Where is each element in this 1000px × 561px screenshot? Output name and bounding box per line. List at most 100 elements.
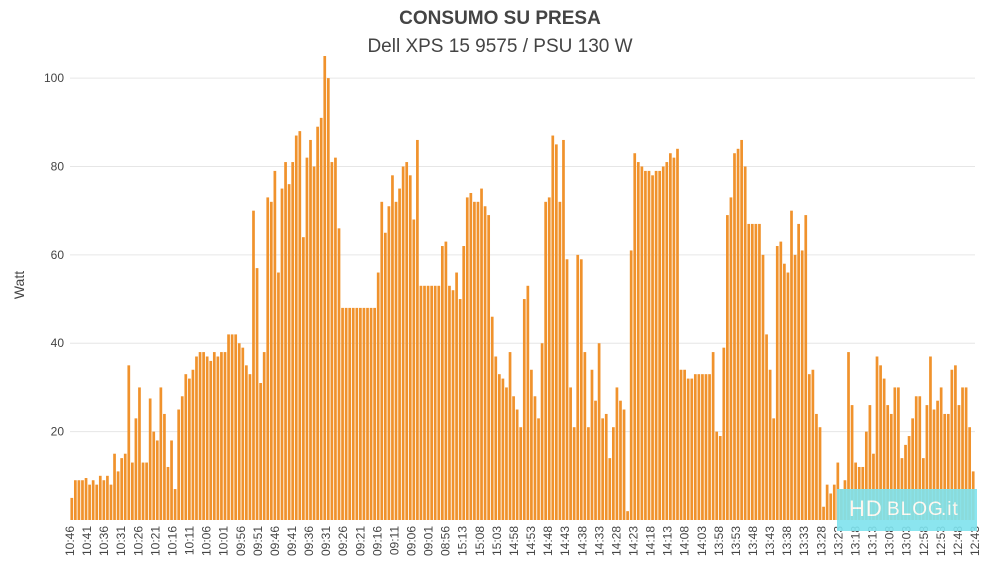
bar [223, 352, 227, 520]
x-tick-label: 09:16 [370, 526, 384, 556]
bar [562, 139, 565, 520]
bar [337, 228, 341, 520]
x-tick-label: 10:41 [80, 526, 94, 556]
bar [604, 413, 608, 520]
bar [676, 148, 679, 521]
bar [829, 493, 833, 520]
bar [84, 478, 88, 520]
x-tick-label: 08:56 [439, 526, 453, 556]
bar [508, 352, 512, 520]
bar [693, 374, 697, 520]
bar [914, 396, 918, 520]
gridlines [70, 77, 975, 433]
bar [590, 369, 594, 520]
bar [451, 290, 455, 520]
bar [234, 334, 238, 520]
bar [170, 440, 173, 520]
x-tick-label: 13:13 [866, 526, 880, 556]
bar [212, 352, 216, 520]
bar [351, 307, 355, 520]
bar [651, 175, 654, 520]
bar [765, 334, 768, 520]
x-tick-label: 10:46 [63, 526, 77, 556]
bar [750, 223, 754, 521]
bar [145, 462, 148, 520]
bar [519, 427, 523, 520]
bar [391, 175, 394, 520]
bar [469, 192, 473, 521]
bar [369, 307, 373, 520]
x-tick-label: 13:53 [729, 526, 743, 556]
bar [804, 215, 808, 520]
x-tick-label: 10:21 [148, 526, 162, 556]
bar [330, 162, 334, 520]
bar [889, 413, 893, 520]
bar [547, 197, 551, 520]
bar [576, 254, 580, 521]
x-tick-label: 09:46 [268, 526, 282, 556]
bar [184, 374, 188, 520]
bar [227, 334, 230, 520]
x-tick-label: 12:48 [951, 526, 965, 556]
bar [733, 153, 736, 520]
bar [701, 374, 704, 520]
bar [220, 352, 223, 520]
bar [946, 413, 950, 520]
x-tick-label: 14:08 [678, 526, 692, 556]
bar [98, 475, 102, 520]
bar [440, 246, 444, 520]
bar [202, 352, 205, 520]
bar [408, 175, 412, 520]
bar [622, 409, 626, 520]
bar [134, 418, 138, 520]
bar [783, 263, 786, 520]
bar [273, 170, 277, 520]
x-tick-label: 13:38 [780, 526, 794, 556]
bar [793, 254, 797, 521]
watermark-it: .it [941, 499, 959, 520]
bar [113, 453, 116, 520]
bar [437, 285, 441, 520]
bar [640, 166, 644, 521]
bar [423, 285, 426, 520]
bar [305, 157, 309, 520]
x-tick-label: 10:01 [217, 526, 231, 556]
bar [893, 387, 897, 520]
x-tick-label: 14:48 [541, 526, 555, 556]
bar [832, 484, 836, 520]
x-tick-label: 09:01 [422, 526, 436, 556]
x-tick-label: 12:43 [968, 526, 982, 556]
bar [512, 396, 515, 520]
bar [298, 131, 302, 520]
y-tick-label: 80 [51, 159, 65, 173]
bar [198, 352, 202, 520]
y-tick-label: 40 [51, 336, 65, 350]
x-tick-label: 09:41 [285, 526, 299, 556]
bar [594, 400, 597, 520]
bar [398, 188, 401, 520]
x-tick-label: 13:43 [763, 526, 777, 556]
bar [373, 307, 376, 520]
bar [216, 356, 220, 520]
bar [262, 352, 266, 520]
bar [252, 210, 255, 521]
bar [416, 139, 419, 520]
bar [918, 396, 922, 520]
x-tick-label: 13:28 [814, 526, 828, 556]
bar [715, 431, 719, 520]
bar [376, 272, 380, 520]
bar [722, 347, 726, 520]
bar [544, 201, 548, 520]
bar [294, 135, 298, 521]
bar [786, 272, 790, 520]
bar [790, 210, 793, 521]
bar [807, 374, 811, 520]
bar [879, 365, 882, 520]
x-tick-label: 14:53 [524, 526, 538, 556]
bar [647, 170, 651, 520]
bar [554, 144, 558, 520]
bar [334, 157, 337, 520]
x-tick-label: 13:33 [797, 526, 811, 556]
bar [401, 166, 405, 521]
x-tick-label: 14:43 [558, 526, 572, 556]
